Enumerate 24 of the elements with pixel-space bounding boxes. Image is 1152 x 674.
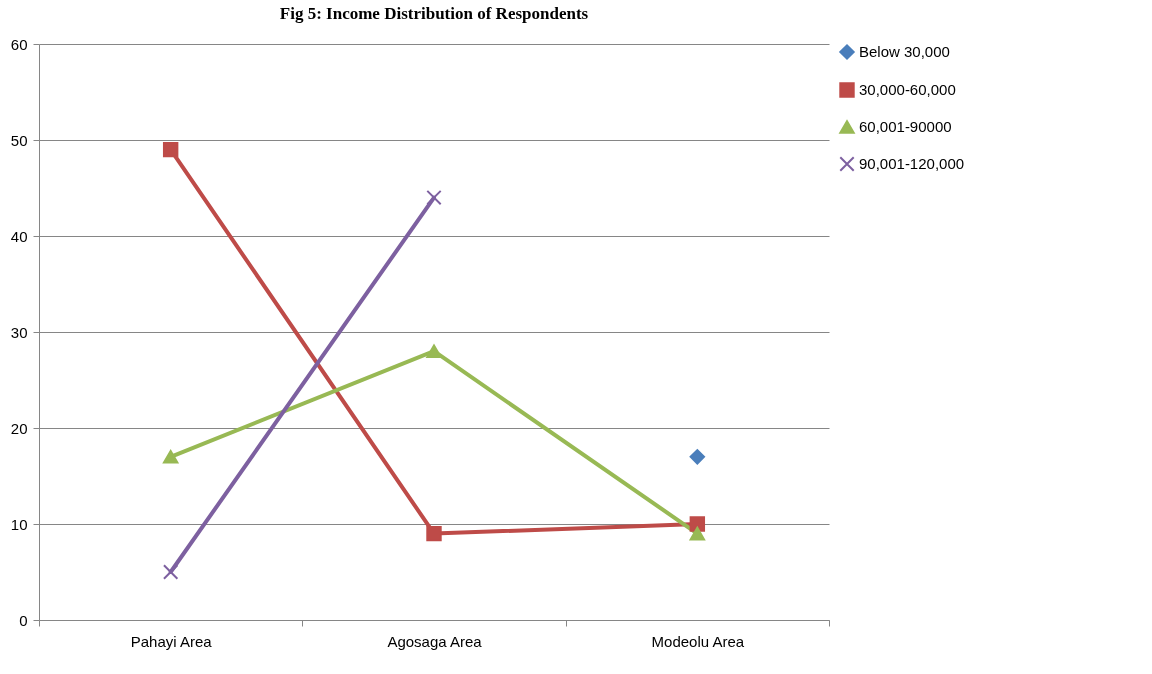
y-tick-label: 0: [19, 611, 28, 629]
y-tick-label: 20: [10, 419, 28, 437]
legend-label: 60,001-90000: [859, 118, 952, 135]
x-tick-label: Agosaga Area: [387, 632, 483, 650]
legend-label: 90,001-120,000: [859, 155, 965, 172]
y-tick-label: 40: [10, 227, 28, 245]
point: [689, 449, 706, 465]
point: [689, 516, 706, 532]
y-tick-label: 60: [10, 35, 28, 53]
point: [162, 141, 179, 158]
y-tick-label: 10: [10, 515, 28, 533]
point: [426, 525, 442, 542]
x-tick-label: Pahayi Area: [130, 632, 213, 650]
point: [426, 189, 442, 206]
y-tick-label: 30: [10, 323, 28, 341]
point: [162, 564, 179, 580]
point: [162, 449, 179, 464]
y-tick-label: 50: [10, 131, 28, 149]
point: [426, 344, 442, 359]
legend-label: 30,000-60,000: [859, 81, 956, 98]
point: [689, 526, 706, 541]
chart-title: Fig 5: Income Distribution of Respondents: [279, 4, 589, 23]
legend-label: Below 30,000: [859, 43, 950, 60]
x-tick-label: Modeolu Area: [651, 632, 745, 650]
